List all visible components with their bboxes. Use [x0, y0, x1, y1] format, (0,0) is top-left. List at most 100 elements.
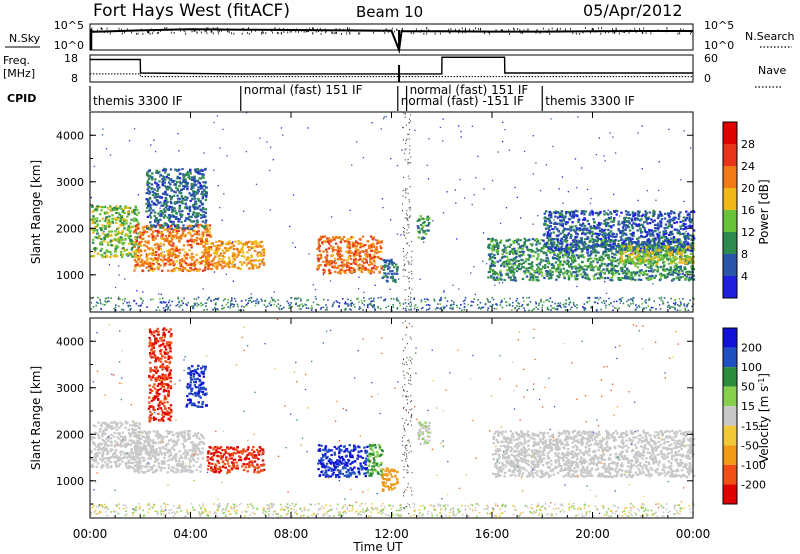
- range-gate-cell: [572, 240, 576, 244]
- noise-cell: [338, 306, 340, 308]
- range-gate-cell: [165, 202, 168, 205]
- range-gate-cell: [512, 279, 515, 282]
- range-gate-cell: [610, 269, 614, 272]
- range-gate-cell: [573, 239, 577, 242]
- range-gate-cell: [215, 252, 218, 256]
- range-gate-cell: [323, 240, 326, 243]
- range-gate-cell: [650, 229, 654, 232]
- range-gate-cell: [665, 253, 669, 256]
- range-gate-cell: [178, 180, 182, 183]
- range-gate-cell: [544, 245, 548, 248]
- noise-cell: [560, 306, 562, 309]
- range-gate-cell: [660, 257, 664, 260]
- range-gate-cell: [125, 248, 129, 251]
- range-gate-cell: [321, 235, 325, 239]
- range-gate-cell: [147, 246, 150, 250]
- range-gate-cell: [555, 222, 558, 225]
- range-gate-cell: [506, 269, 509, 272]
- range-gate-cell: [672, 250, 676, 254]
- range-gate-cell: [559, 251, 563, 254]
- range-gate-cell: [611, 235, 614, 238]
- range-gate-cell: [180, 262, 183, 265]
- range-gate-cell: [650, 267, 653, 270]
- range-gate-cell: [172, 207, 176, 210]
- noise-cell: [416, 306, 419, 309]
- nsky-axis-bottom: 10^0: [54, 39, 84, 52]
- range-gate-cell: [177, 249, 180, 252]
- range-gate-cell: [181, 202, 184, 205]
- range-gate-cell: [215, 267, 219, 270]
- range-gate-cell: [177, 220, 180, 223]
- range-gate-cell: [199, 223, 202, 227]
- range-gate-cell: [666, 272, 669, 276]
- range-gate-cell: [612, 217, 616, 220]
- range-gate-cell: [163, 228, 166, 232]
- range-gate-cell: [610, 225, 613, 228]
- noise-cell: [414, 304, 417, 306]
- range-gate-cell: [564, 212, 568, 215]
- range-gate-cell: [607, 233, 611, 236]
- range-gate-cell: [615, 210, 619, 213]
- range-gate-cell: [191, 258, 194, 261]
- range-gate-cell: [624, 242, 628, 246]
- range-gate-cell: [356, 242, 360, 245]
- range-gate-cell: [677, 213, 681, 216]
- range-gate-cell: [178, 251, 181, 255]
- range-gate-cell: [424, 224, 427, 227]
- range-gate-cell: [655, 232, 659, 236]
- range-gate-cell: [319, 253, 322, 256]
- range-gate-cell: [250, 255, 254, 258]
- range-gate-cell: [648, 247, 652, 250]
- range-gate-cell: [134, 230, 138, 234]
- noise-cell: [476, 303, 479, 306]
- range-gate-cell: [487, 237, 490, 241]
- range-gate-cell: [604, 236, 607, 240]
- range-gate-cell: [670, 248, 673, 251]
- noise-cell: [351, 302, 353, 304]
- range-gate-cell: [646, 250, 649, 253]
- range-gate-cell: [577, 270, 580, 273]
- range-gate-cell: [513, 250, 517, 253]
- range-gate-cell: [607, 222, 610, 225]
- range-gate-cell: [628, 275, 632, 278]
- range-gate-cell: [175, 226, 179, 229]
- range-gate-cell: [231, 242, 234, 245]
- range-gate-cell: [649, 264, 653, 268]
- range-gate-cell: [106, 233, 110, 236]
- range-gate-cell: [246, 251, 249, 254]
- range-gate-cell: [639, 227, 642, 230]
- range-gate-cell: [152, 224, 156, 227]
- noise-cell: [537, 304, 540, 307]
- range-gate-cell: [684, 236, 687, 240]
- range-gate-cell: [111, 220, 114, 223]
- range-gate-cell: [656, 216, 660, 220]
- range-gate-cell: [168, 187, 172, 190]
- range-gate-cell: [196, 188, 200, 192]
- range-gate-cell: [529, 254, 532, 257]
- range-gate-cell: [151, 232, 154, 236]
- range-gate-cell: [180, 214, 184, 217]
- range-gate-cell: [167, 269, 170, 272]
- range-gate-cell: [490, 252, 493, 255]
- range-gate-cell: [182, 248, 185, 251]
- range-gate-cell: [673, 221, 676, 225]
- range-gate-cell: [539, 261, 543, 264]
- range-gate-cell: [360, 244, 363, 247]
- range-gate-cell: [332, 248, 335, 252]
- range-gate-cell: [549, 275, 553, 278]
- range-gate-cell: [326, 237, 329, 240]
- range-gate-cell: [668, 224, 671, 228]
- range-gate-cell: [614, 260, 618, 263]
- range-gate-cell: [540, 268, 543, 271]
- range-gate-cell: [334, 266, 338, 269]
- range-gate-cell: [647, 246, 650, 249]
- range-gate-cell: [547, 247, 551, 250]
- range-gate-cell: [566, 251, 569, 254]
- range-gate-cell: [566, 248, 570, 251]
- range-gate-cell: [212, 257, 216, 260]
- range-gate-cell: [501, 263, 504, 266]
- range-gate-cell: [157, 268, 160, 271]
- range-gate-cell: [531, 268, 534, 271]
- range-gate-cell: [155, 171, 158, 174]
- range-gate-cell: [686, 243, 689, 246]
